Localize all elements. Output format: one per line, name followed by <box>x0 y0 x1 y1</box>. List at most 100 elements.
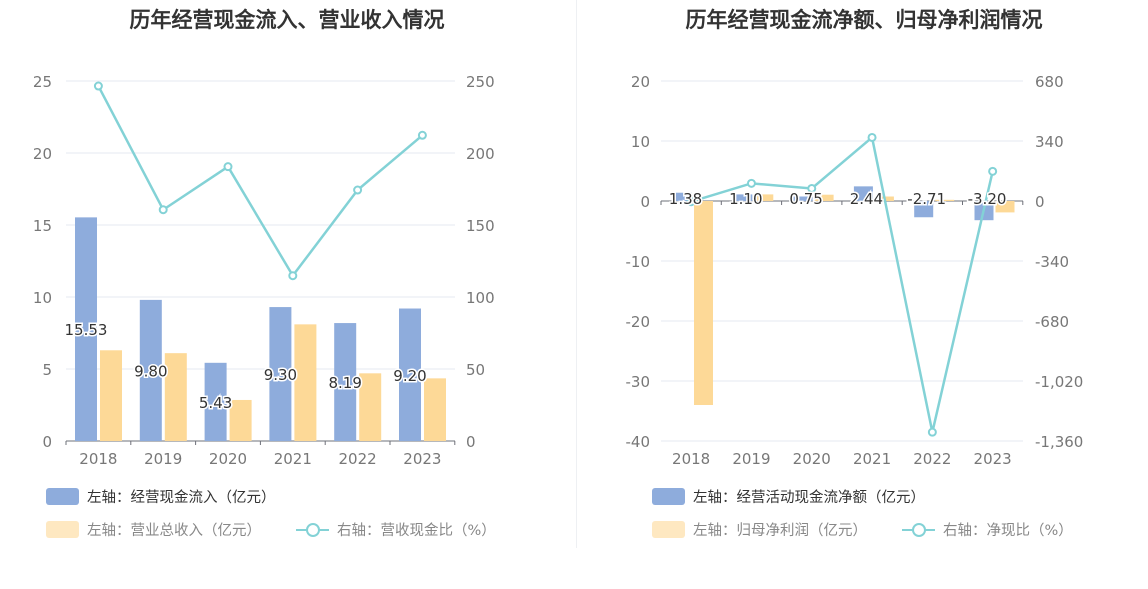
chart-title: 历年经营现金流入、营业收入情况 <box>129 8 445 32</box>
line-point <box>746 178 756 188</box>
y-left-tick-label: -20 <box>626 313 651 331</box>
y-left-tick-label: 0 <box>640 193 650 211</box>
legend-item-net-cash-ratio[interactable]: 右轴：净现比（%） <box>902 519 1073 540</box>
x-tick-label: 2021 <box>274 450 312 468</box>
x-tick-label: 2019 <box>732 450 770 468</box>
line-point <box>927 427 937 437</box>
bar-series-2 <box>424 378 446 441</box>
y-left-tick-label: 20 <box>33 145 52 163</box>
line-point <box>353 185 363 195</box>
y-right-tick-label: 0 <box>466 433 476 451</box>
net-cash-chart: -40 -30 -20 -10 0 10 20 -1,360 -1,020 -680 -340 0 34… <box>626 73 1084 468</box>
line-point <box>867 132 877 142</box>
bar-series-1 <box>334 323 357 441</box>
chart-title: 历年经营现金流净额、归母净利润情况 <box>685 8 1043 32</box>
bar-series-2 <box>814 194 834 201</box>
line-series <box>97 85 424 278</box>
bar-series-2 <box>229 399 252 441</box>
legend-item-revenue[interactable]: 左轴：营业总收入（亿元） <box>46 519 261 540</box>
y-left-tick-label: -10 <box>626 253 651 271</box>
data-label: 8.19 <box>328 374 361 392</box>
y-left-tick-label: 25 <box>33 73 52 91</box>
x-tick-label: 2022 <box>913 450 951 468</box>
y-right-tick-label: 50 <box>466 361 485 379</box>
bar-series-1 <box>204 362 227 441</box>
x-tick-label: 2022 <box>339 450 377 468</box>
y-right-tick-label: 340 <box>1035 133 1064 151</box>
legend-label: 右轴：净现比（%） <box>943 523 1073 539</box>
legend-swatch-bar <box>652 488 685 505</box>
y-left-tick-label: 0 <box>42 433 52 451</box>
data-label: 2.44 <box>850 190 883 208</box>
bar-series-1 <box>914 201 934 218</box>
bar-series-2 <box>754 194 774 201</box>
data-label: 15.53 <box>65 321 108 339</box>
legend-label: 左轴：归母净利润（亿元） <box>693 523 867 539</box>
x-tick-label: 2019 <box>144 450 182 468</box>
chart-panel-net-cash: -40 -30 -20 -10 0 10 20 -1,360 -1,020 -680 -340 0 34… <box>577 0 1148 560</box>
line-point <box>807 183 817 193</box>
y-right-tick-label: 0 <box>1035 193 1045 211</box>
legend-swatch-bar <box>652 521 685 538</box>
y-left-tick-label: 5 <box>42 361 52 379</box>
y-right-tick-label: -680 <box>1035 313 1069 331</box>
legend-item-cash-ratio[interactable]: 右轴：营收现金比（%） <box>296 519 496 540</box>
bar-series-1 <box>853 186 873 201</box>
chart-panel-cash-inflow: 0 5 10 15 20 25 0 50 100 150 200 250 2018 2019 2020 202… <box>0 0 574 560</box>
y-left-tick-label: 15 <box>33 217 52 235</box>
data-label: 9.30 <box>264 366 297 384</box>
line-point <box>417 130 427 140</box>
y-right-tick-label: 150 <box>466 217 495 235</box>
line-point <box>988 166 998 176</box>
bar-series-1 <box>673 192 692 201</box>
data-label: 5.43 <box>199 394 232 412</box>
legend-label: 左轴：经营活动现金流净额（亿元） <box>693 490 925 506</box>
legend-label: 左轴：经营现金流入（亿元） <box>87 490 276 506</box>
bar-series-2 <box>359 373 382 441</box>
legend-swatch-bar <box>46 521 79 538</box>
bar-series-1 <box>75 217 97 441</box>
y-left-tick-label: 10 <box>631 133 650 151</box>
legend-swatch-bar <box>46 488 79 505</box>
bar-series-1 <box>139 299 162 441</box>
bar-series-2 <box>164 353 187 441</box>
bar-series-2 <box>935 199 955 201</box>
bar-series-2 <box>995 201 1015 213</box>
x-tick-label: 2023 <box>974 450 1012 468</box>
bar-series-1 <box>733 194 753 201</box>
bar-series-1 <box>269 307 292 441</box>
y-right-tick-label: 250 <box>466 73 495 91</box>
y-right-tick-label: -340 <box>1035 253 1069 271</box>
y-right-tick-label: 680 <box>1035 73 1064 91</box>
y-left-tick-label: 20 <box>631 73 650 91</box>
bar-series-1 <box>399 308 421 441</box>
data-label: 1.38 <box>669 190 702 208</box>
x-tick-label: 2018 <box>672 450 710 468</box>
data-label: 1.10 <box>729 190 762 208</box>
data-label: 9.20 <box>393 367 426 385</box>
line-point <box>223 162 233 172</box>
data-label: 0.75 <box>789 190 822 208</box>
legend-swatch-line <box>296 521 329 538</box>
y-left-tick-label: -40 <box>626 433 651 451</box>
legend-item-net-profit[interactable]: 左轴：归母净利润（亿元） <box>652 519 867 540</box>
y-right-tick-label: 200 <box>466 145 495 163</box>
x-tick-label: 2018 <box>79 450 117 468</box>
y-left-tick-label: -30 <box>626 373 651 391</box>
data-label: 9.80 <box>134 362 167 380</box>
x-tick-label: 2020 <box>793 450 831 468</box>
line-point <box>288 271 298 281</box>
line-series <box>690 135 994 433</box>
y-left-tick-label: 10 <box>33 289 52 307</box>
bar-series-2 <box>694 201 713 405</box>
panel-divider <box>576 0 577 548</box>
line-point <box>93 81 103 91</box>
bar-series-2 <box>294 324 317 441</box>
legend-item-cash-inflow[interactable]: 左轴：经营现金流入（亿元） <box>46 486 276 507</box>
data-label: -2.71 <box>907 190 946 208</box>
legend-item-net-cash-flow[interactable]: 左轴：经营活动现金流净额（亿元） <box>652 486 925 507</box>
bar-series-2 <box>100 350 122 441</box>
line-point <box>686 197 696 207</box>
